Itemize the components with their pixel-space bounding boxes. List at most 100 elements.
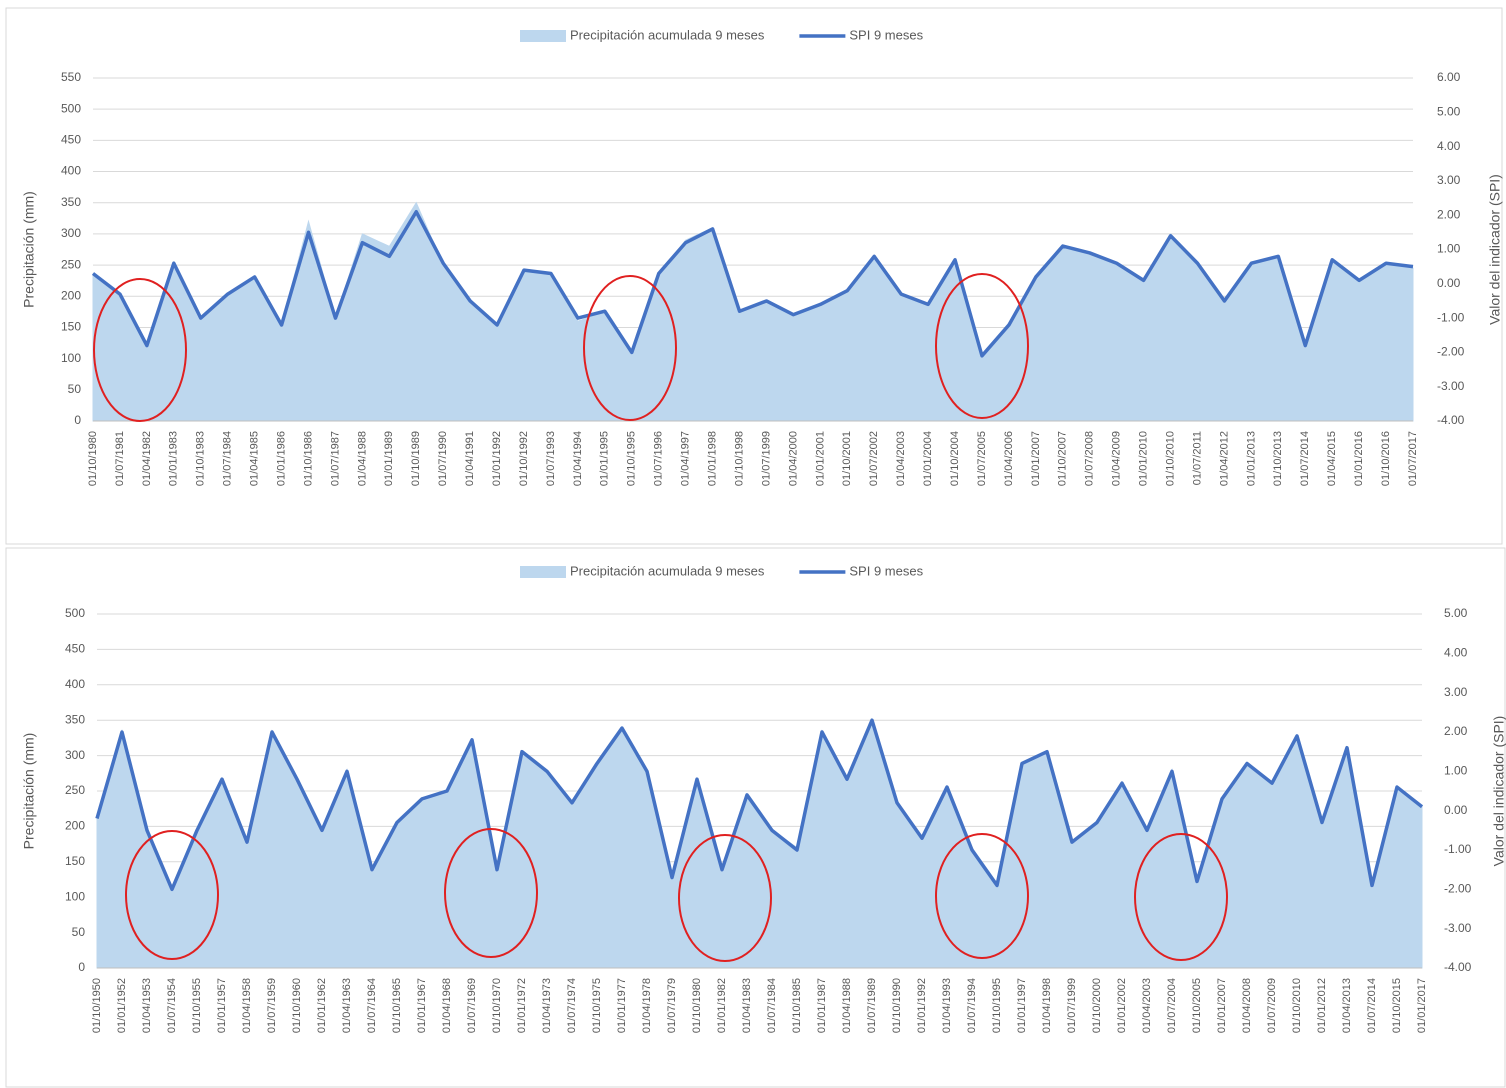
- x-tick-label: 01/07/2014: [1366, 978, 1378, 1033]
- y-tick-label: 350: [61, 195, 81, 209]
- x-tick-label: 01/01/1972: [516, 978, 528, 1033]
- x-tick-label: 01/01/1982: [716, 978, 728, 1033]
- x-tick-label: 01/10/1995: [991, 978, 1003, 1033]
- x-tick-label: 01/01/1995: [599, 431, 611, 486]
- x-tick-label: 01/04/1997: [680, 431, 692, 486]
- y2-tick-label: 6.00: [1437, 70, 1461, 84]
- y2-tick-label: -2.00: [1437, 345, 1465, 359]
- x-tick-label: 01/07/1959: [266, 978, 278, 1033]
- legend-label: SPI 9 meses: [849, 563, 923, 578]
- x-tick-label: 01/10/2013: [1272, 431, 1284, 486]
- y2-tick-label: -4.00: [1444, 960, 1472, 974]
- x-tick-label: 01/01/1989: [383, 431, 395, 486]
- y2-tick-label: -2.00: [1444, 882, 1472, 896]
- y2-tick-label: 0.00: [1444, 803, 1468, 817]
- chart: 0 50 100 150 200 250 300 350 400 450 500 -4.00 -3.00…: [21, 563, 1506, 1033]
- x-tick-label: 01/04/1973: [541, 978, 553, 1033]
- y2-tick-label: 4.00: [1444, 646, 1468, 660]
- y-tick-label: 500: [61, 101, 81, 115]
- x-tick-label: 01/10/1950: [91, 978, 103, 1033]
- x-tick-label: 01/07/1987: [329, 431, 341, 486]
- y-tick-label: 450: [61, 133, 81, 147]
- x-tick-label: 01/04/1982: [141, 431, 153, 486]
- x-tick-label: 01/01/2002: [1116, 978, 1128, 1033]
- x-tick-label: 01/01/1977: [616, 978, 628, 1033]
- x-tick-label: 01/07/1954: [166, 978, 178, 1033]
- x-tick-label: 01/01/1983: [168, 431, 180, 486]
- highlight-circle: [583, 275, 677, 421]
- x-tick-label: 01/04/1968: [441, 978, 453, 1033]
- x-tick-label: 01/01/1986: [275, 431, 287, 486]
- x-tick-label: 01/01/2004: [922, 431, 934, 486]
- x-tick-label: 01/04/2003: [1141, 978, 1153, 1033]
- highlight-circle: [935, 833, 1029, 959]
- spi-line: [95, 718, 1424, 892]
- y-tick-label: 400: [65, 677, 85, 691]
- x-tick-label: 01/07/2014: [1299, 431, 1311, 486]
- x-tick-label: 01/01/1998: [706, 431, 718, 486]
- y-tick-label: 0: [74, 413, 81, 427]
- x-tick-label: 01/01/2013: [1245, 431, 1257, 486]
- x-tick-label: 01/04/2013: [1341, 978, 1353, 1033]
- x-tick-label: 01/04/1985: [249, 431, 261, 486]
- legend-label: Precipitación acumulada 9 meses: [570, 563, 765, 578]
- x-tick-label: 01/10/2016: [1380, 431, 1392, 486]
- x-tick-label: 01/04/1953: [141, 978, 153, 1033]
- x-tick-label: 01/01/2012: [1316, 978, 1328, 1033]
- x-tick-label: 01/10/1986: [302, 431, 314, 486]
- y-tick-label: 400: [61, 164, 81, 178]
- x-tick-label: 01/10/2004: [949, 431, 961, 486]
- x-tick-label: 01/10/1989: [410, 431, 422, 486]
- x-tick-label: 01/01/2017: [1416, 978, 1428, 1033]
- y-tick-label: 200: [61, 288, 81, 302]
- x-tick-label: 01/04/1991: [464, 431, 476, 486]
- y2-tick-label: 2.00: [1444, 724, 1468, 738]
- y2-tick-label: 0.00: [1437, 276, 1461, 290]
- x-tick-label: 01/07/2004: [1166, 978, 1178, 1033]
- y2-tick-label: 1.00: [1444, 764, 1468, 778]
- x-tick-label: 01/07/1969: [466, 978, 478, 1033]
- y2-tick-label: -3.00: [1437, 379, 1465, 393]
- x-tick-label: 01/10/1992: [518, 431, 530, 486]
- highlight-circle: [678, 834, 772, 962]
- y-tick-label: 300: [65, 748, 85, 762]
- x-tick-label: 01/07/1964: [366, 978, 378, 1033]
- x-tick-label: 01/01/1967: [416, 978, 428, 1033]
- y-tick-label: 350: [65, 712, 85, 726]
- x-tick-label: 01/04/1998: [1041, 978, 1053, 1033]
- y-tick-label: 550: [61, 70, 81, 84]
- y-tick-label: 100: [61, 351, 81, 365]
- x-tick-label: 01/04/2003: [895, 431, 907, 486]
- y-tick-label: 450: [65, 642, 85, 656]
- x-tick-label: 01/10/2010: [1291, 978, 1303, 1033]
- x-tick-label: 01/01/1992: [491, 431, 503, 486]
- legend-swatch: [520, 30, 566, 42]
- x-tick-label: 01/07/2008: [1084, 431, 1096, 486]
- y-tick-label: 50: [72, 925, 86, 939]
- x-tick-label: 01/07/1999: [760, 431, 772, 486]
- x-tick-label: 01/07/1996: [653, 431, 665, 486]
- x-tick-label: 01/01/1997: [1016, 978, 1028, 1033]
- highlight-circle: [125, 830, 219, 960]
- x-tick-label: 01/01/2007: [1030, 431, 1042, 486]
- y-tick-label: 250: [65, 783, 85, 797]
- x-tick-label: 01/07/2005: [976, 431, 988, 486]
- x-tick-label: 01/10/1995: [626, 431, 638, 486]
- y2-tick-label: -4.00: [1437, 413, 1465, 427]
- x-tick-label: 01/10/1965: [391, 978, 403, 1033]
- highlight-circle: [1134, 833, 1228, 961]
- y2-tick-label: -3.00: [1444, 921, 1472, 935]
- y-tick-label: 150: [61, 320, 81, 334]
- x-tick-label: 01/07/1994: [966, 978, 978, 1033]
- y-tick-label: 0: [78, 960, 85, 974]
- legend-label: SPI 9 meses: [849, 27, 923, 42]
- x-tick-label: 01/01/1992: [916, 978, 928, 1033]
- x-tick-label: 01/10/1955: [191, 978, 203, 1033]
- x-tick-label: 01/07/1981: [114, 431, 126, 486]
- x-tick-label: 01/01/2010: [1138, 431, 1150, 486]
- y-axis-label: Precipitación (mm): [21, 733, 37, 850]
- x-tick-label: 01/04/2008: [1241, 978, 1253, 1033]
- y2-tick-label: 3.00: [1444, 685, 1468, 699]
- x-tick-label: 01/04/1978: [641, 978, 653, 1033]
